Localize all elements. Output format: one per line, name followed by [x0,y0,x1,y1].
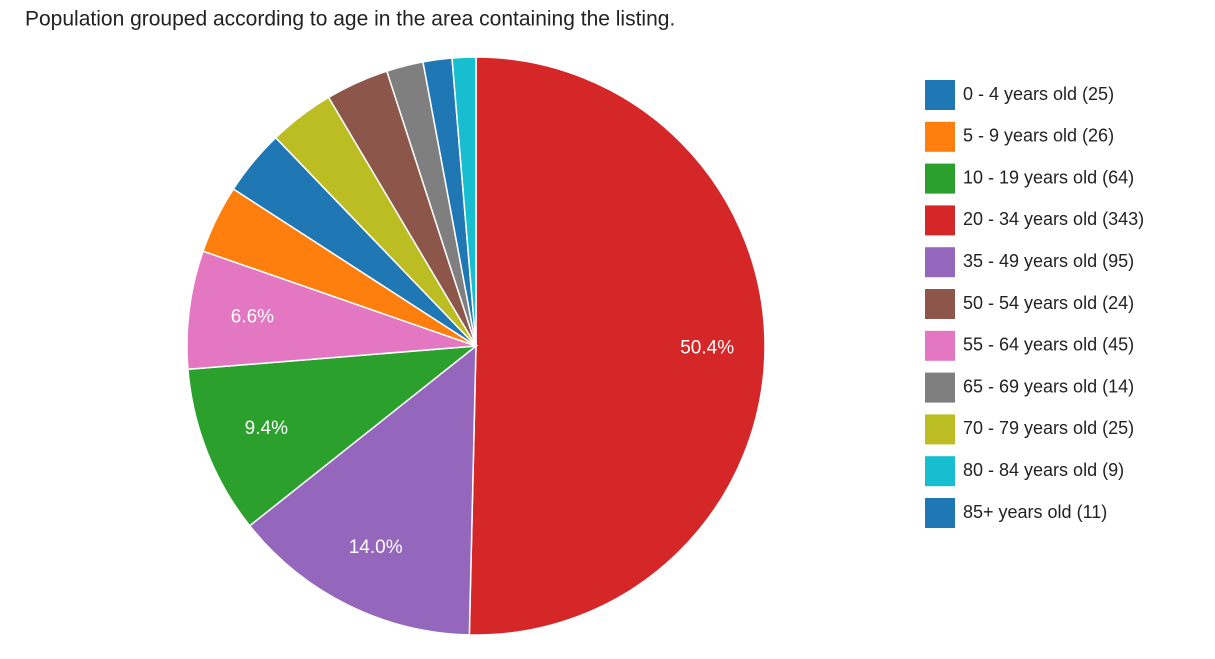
legend-label: 10 - 19 years old (64) [963,167,1134,187]
chart-title: Population grouped according to age in t… [25,8,675,31]
legend-label: 70 - 79 years old (25) [963,418,1134,438]
legend-label: 50 - 54 years old (24) [963,293,1134,313]
legend-label: 0 - 4 years old (25) [963,84,1114,104]
legend-swatch [925,247,955,278]
legend-swatch [925,80,955,110]
pie-slice [186,250,477,371]
legend-label: 85+ years old (11) [963,502,1107,522]
legend-swatch [925,289,955,319]
pie-slice [468,56,766,636]
legend-label: 80 - 84 years old (9) [963,460,1124,480]
slice-label: 9.4% [245,418,288,439]
legend-label: 35 - 49 years old (95) [963,251,1134,271]
legend-swatch [925,498,955,528]
pie-slice [451,56,477,347]
legend-swatch [925,456,955,487]
legend-label: 5 - 9 years old (26) [963,126,1114,146]
legend-swatch [925,121,955,152]
legend-swatch [925,372,955,403]
slice-label: 6.6% [231,306,274,327]
legend-swatch [925,205,955,236]
legend-swatch [925,414,955,445]
pie-slice [248,344,477,636]
pie-slice [187,345,479,527]
slice-label: 50.4% [680,338,734,359]
legend-label: 55 - 64 years old (45) [963,335,1134,355]
legend-label: 20 - 34 years old (343) [963,209,1144,229]
legend-label: 65 - 69 years old (14) [963,376,1134,396]
legend-swatch [925,163,955,194]
slice-label: 14.0% [349,537,403,558]
legend-swatch [925,330,955,361]
